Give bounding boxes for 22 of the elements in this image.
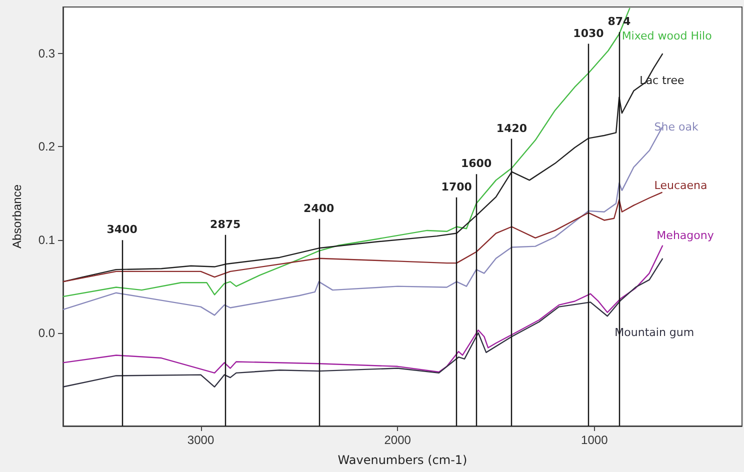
x-tick-label: 2000: [384, 433, 412, 447]
line-series: [62, 244, 664, 374]
ref-line-label: 1030: [573, 26, 604, 40]
ref-line-label: 1600: [460, 157, 492, 170]
series-label: Mixed wood Hilo: [622, 29, 712, 42]
y-tick-label: 0.2: [38, 140, 56, 154]
y-tick-label: 0.0: [38, 326, 56, 340]
y-tick-label: 0.3: [38, 46, 56, 61]
series-label: Leucaena: [654, 178, 708, 192]
ref-line-label: 1420: [496, 122, 528, 135]
ref-line-label: 2875: [210, 218, 241, 231]
line-series: [62, 258, 664, 388]
series-label: Mehagony: [656, 228, 714, 242]
x-tick-label: 1000: [581, 433, 608, 447]
y-axis-title: Absorbance: [10, 184, 24, 249]
ref-line-label: 2400: [304, 202, 335, 215]
series-label: She oak: [654, 120, 699, 134]
ref-line-label: 3400: [106, 223, 138, 236]
x-tick-label: 3000: [187, 433, 214, 447]
y-tick-label: 0.1: [38, 232, 56, 247]
x-axis-title: Wavenumbers (cm-1): [338, 453, 468, 467]
ref-line-label: 1700: [441, 180, 472, 194]
